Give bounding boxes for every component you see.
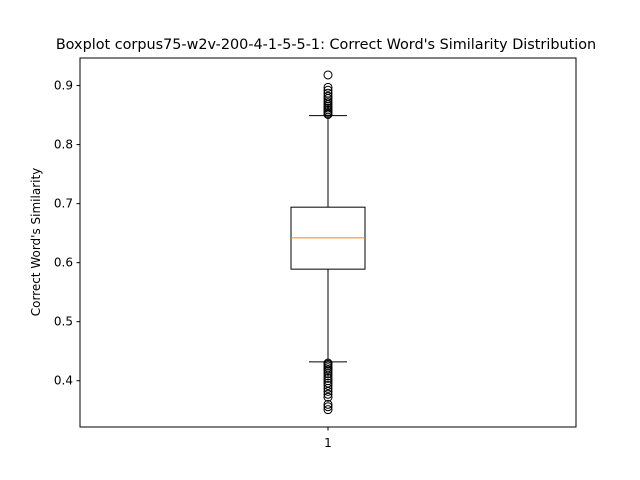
y-tick-label: 0.6 [54,256,73,270]
y-tick-label: 0.8 [54,138,73,152]
outlier-point [323,399,333,409]
outlier-point [323,373,333,383]
outlier-point [323,91,333,101]
y-tick-label: 0.5 [54,315,73,329]
x-tick-label: 1 [324,436,332,450]
outlier-point [323,366,333,376]
outlier-point [323,369,333,379]
y-tick-label: 0.4 [54,374,73,388]
outlier-point [323,405,333,415]
outlier-point [323,386,333,396]
outlier-point [323,70,333,80]
plot-area: 0.4 0.5 0.6 0.7 0.8 0.9 1 [54,57,577,450]
outlier-point [323,85,333,95]
outlier-point [323,88,333,98]
outlier-point [323,371,333,381]
outlier-point [323,392,333,402]
outlier-point [323,389,333,399]
y-axis-label: Correct Word's Similarity [29,168,43,317]
outlier-point [323,82,333,92]
chart-title: Boxplot corpus75-w2v-200-4-1-5-5-1: Corr… [56,37,596,53]
outlier-point [323,380,333,390]
outlier-point [323,383,333,393]
y-tick-label: 0.7 [54,197,73,211]
y-tick-label: 0.9 [54,79,73,93]
outlier-point [323,402,333,412]
